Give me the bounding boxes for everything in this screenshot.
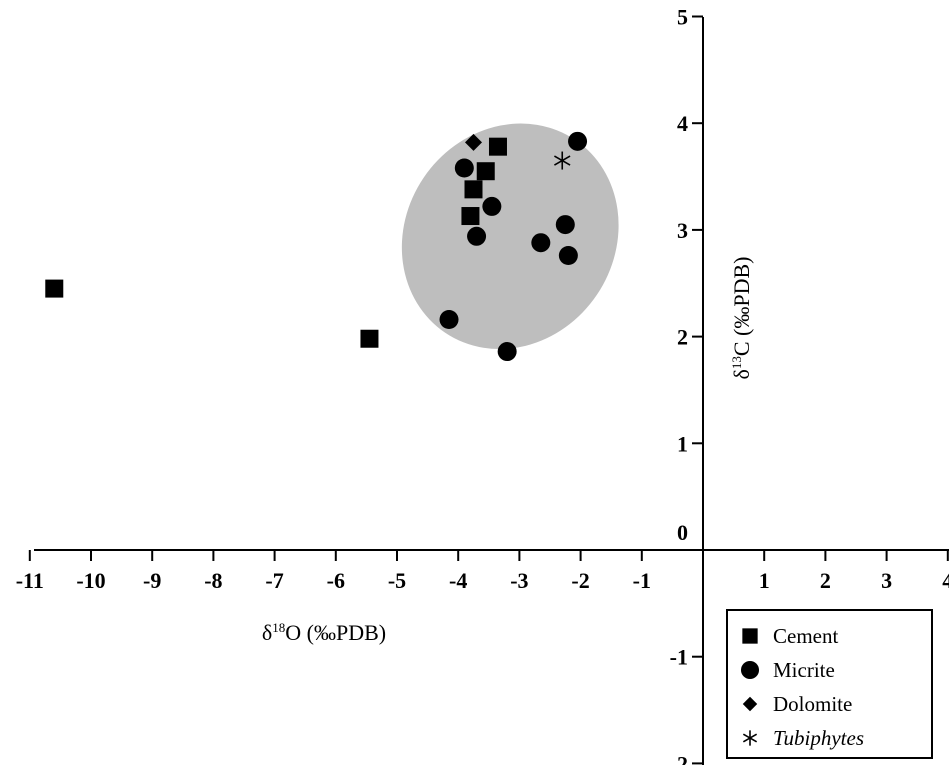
micrite-point: [439, 310, 459, 330]
y-tick-label: 3: [677, 218, 688, 243]
x-axis-title: δ18O (‰PDB): [262, 620, 386, 645]
x-tick-label: -10: [76, 568, 105, 593]
legend-tubiphytes-label: Tubiphytes: [773, 726, 864, 750]
micrite-point: [467, 226, 487, 246]
x-tick-label: -9: [143, 568, 161, 593]
data-points: [45, 131, 588, 362]
cement-point: [464, 180, 483, 199]
micrite-point: [482, 196, 502, 216]
x-axis-title-rest: O (‰PDB): [285, 620, 386, 645]
shaded-ellipse: [401, 123, 619, 350]
legend-cement-marker: [742, 628, 758, 644]
y-axis-title-rest: C (‰PDB): [729, 257, 754, 357]
legend-tubiphytes-marker: [742, 730, 758, 746]
micrite-point: [531, 233, 551, 253]
x-axis-title-sup: 18: [272, 620, 285, 635]
legend-micrite-marker: [740, 660, 760, 680]
y-tick-label: 1: [677, 431, 688, 456]
x-axis-title-base: δ: [262, 620, 272, 645]
x-tick-label: 4: [942, 568, 949, 593]
y-tick-label: 2: [677, 325, 688, 350]
y-axis-title-base: δ: [729, 369, 754, 379]
x-tick-label: -8: [204, 568, 222, 593]
x-tick-label: -3: [510, 568, 528, 593]
x-tick-label: -5: [388, 568, 406, 593]
legend-items: Cement Micrite Dolomite Tubiphytes: [740, 624, 864, 750]
y-tick-label: 5: [677, 5, 688, 30]
cement-point: [45, 279, 64, 298]
micrite-point: [568, 131, 588, 151]
x-tick-label: -6: [327, 568, 345, 593]
micrite-point: [555, 215, 575, 235]
cement-point: [360, 329, 379, 348]
y-tick-label: 4: [677, 111, 688, 136]
x-tick-label: 1: [759, 568, 770, 593]
micrite-point: [558, 246, 578, 266]
x-tick-label: -4: [449, 568, 467, 593]
legend-cement-label: Cement: [773, 624, 838, 648]
cement-point: [461, 207, 480, 226]
asterisk-stroke: [742, 733, 758, 743]
cement-point: [476, 162, 495, 181]
y-tick-label: -1: [670, 645, 688, 670]
legend-box: [726, 609, 933, 759]
shaded-region-layer: [401, 123, 619, 350]
micrite-point: [497, 342, 517, 362]
asterisk-stroke: [554, 155, 571, 166]
x-tick-label: 2: [820, 568, 831, 593]
axes: [34, 17, 949, 765]
legend-dolomite-marker: [742, 696, 758, 712]
x-tick-label: -2: [571, 568, 589, 593]
y-axis-title: δ13C (‰PDB): [729, 257, 754, 380]
x-tick-label: 3: [881, 568, 892, 593]
x-tick-label: -7: [265, 568, 283, 593]
legend: Cement Micrite Dolomite Tubiphytes: [726, 609, 933, 759]
y-axis-title-sup: 13: [729, 356, 744, 369]
x-tick-label: -1: [633, 568, 651, 593]
micrite-point: [454, 158, 474, 178]
y-tick-label: 0: [677, 520, 688, 545]
x-tick-label: -11: [16, 568, 44, 593]
y-tick-label: -2: [670, 751, 688, 765]
legend-micrite-label: Micrite: [773, 658, 835, 682]
tubiphytes-point: [554, 151, 571, 170]
cement-point: [488, 137, 507, 156]
dolomite-point: [465, 133, 482, 151]
legend-dolomite-label: Dolomite: [773, 692, 852, 716]
